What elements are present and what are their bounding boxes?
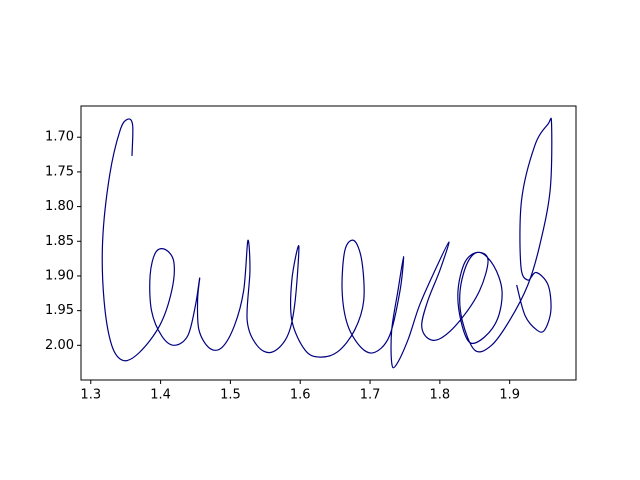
- x-tick-label: 1.9: [499, 388, 520, 403]
- y-tick-label: 1.95: [45, 303, 74, 318]
- x-tick-label: 1.4: [150, 388, 171, 403]
- line: [101, 117, 553, 369]
- y-tick-label: 2.00: [45, 338, 74, 353]
- x-tick-label: 1.8: [430, 388, 451, 403]
- x-tick-label: 1.5: [220, 388, 241, 403]
- y-tick-label: 1.80: [45, 199, 74, 214]
- y-tick-label: 1.85: [45, 234, 74, 249]
- x-tick-label: 1.3: [80, 388, 101, 403]
- y-tick-label: 1.70: [45, 130, 74, 145]
- y-tick-label: 1.75: [45, 164, 74, 179]
- y-tick-label: 1.90: [45, 268, 74, 283]
- x-tick-label: 1.7: [360, 388, 381, 403]
- x-tick-label: 1.6: [290, 388, 311, 403]
- axes-frame: [80, 105, 577, 381]
